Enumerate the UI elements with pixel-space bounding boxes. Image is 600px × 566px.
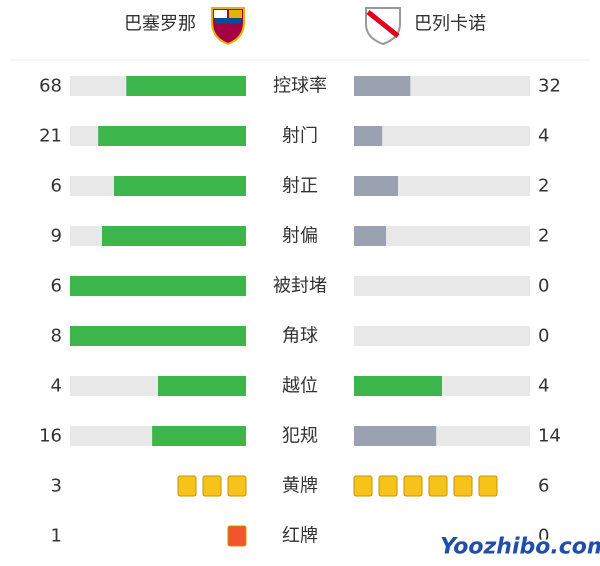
home-bar (70, 326, 246, 346)
away-value: 0 (538, 276, 549, 297)
stat-label: 越位 (282, 376, 318, 397)
away-card (353, 475, 373, 497)
away-value: 0 (538, 526, 549, 547)
away-card (403, 475, 423, 497)
home-value: 1 (51, 526, 62, 547)
home-card (177, 475, 197, 497)
home-card (227, 525, 247, 547)
home-value: 6 (51, 176, 62, 197)
away-value: 32 (538, 76, 561, 97)
home-value: 16 (39, 426, 62, 447)
home-bar (98, 126, 246, 146)
away-track (354, 226, 530, 246)
away-track (354, 276, 530, 296)
away-bar (354, 126, 383, 146)
home-bar (158, 376, 246, 396)
home-bar (152, 426, 246, 446)
away-bar (354, 176, 398, 196)
away-bar (354, 76, 411, 96)
away-value: 14 (538, 426, 561, 447)
away-value: 4 (538, 126, 549, 147)
away-track (354, 126, 530, 146)
away-bar (354, 426, 437, 446)
stat-label: 射正 (282, 176, 318, 197)
away-card (478, 475, 498, 497)
away-value: 6 (538, 476, 549, 497)
home-card (202, 475, 222, 497)
away-card (453, 475, 473, 497)
away-track (354, 326, 530, 346)
home-card (227, 475, 247, 497)
stat-label: 角球 (282, 326, 318, 347)
away-team: 巴列卡诺 (414, 14, 486, 35)
home-value: 9 (51, 226, 62, 247)
home-value: 6 (51, 276, 62, 297)
watermark: Yoozhibo.com (440, 535, 600, 560)
home-bar (114, 176, 246, 196)
home-value: 4 (51, 376, 62, 397)
away-card (428, 475, 448, 497)
stat-label: 犯规 (282, 426, 318, 447)
away-value: 2 (538, 176, 549, 197)
away-value: 4 (538, 376, 549, 397)
stat-label: 红牌 (282, 526, 318, 547)
stat-label: 被封堵 (273, 276, 327, 297)
away-crest (365, 7, 401, 46)
away-value: 2 (538, 226, 549, 247)
home-bar (102, 226, 246, 246)
stat-label: 黄牌 (282, 476, 318, 497)
home-value: 68 (39, 76, 62, 97)
stat-label: 射偏 (282, 226, 318, 247)
home-value: 3 (51, 476, 62, 497)
stat-label: 控球率 (273, 76, 327, 97)
away-bar (354, 226, 386, 246)
home-team: 巴塞罗那 (124, 14, 196, 35)
home-value: 8 (51, 326, 62, 347)
home-value: 21 (39, 126, 62, 147)
home-bar (126, 76, 246, 96)
stat-label: 射门 (282, 126, 318, 147)
away-bar (354, 376, 442, 396)
home-crest (211, 7, 245, 46)
away-card (378, 475, 398, 497)
home-bar (70, 276, 246, 296)
away-value: 0 (538, 326, 549, 347)
